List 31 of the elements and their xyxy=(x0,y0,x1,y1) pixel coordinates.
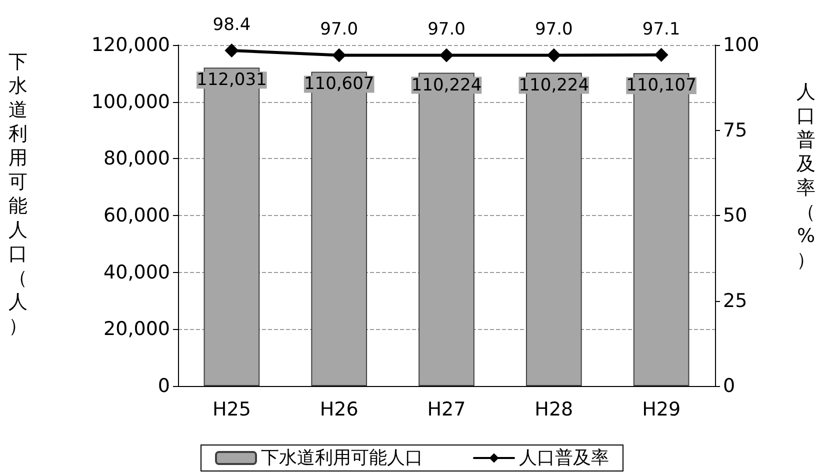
y2-tick-label: 100 xyxy=(723,34,760,56)
y2-axis-title: 人口普及率（%） xyxy=(796,80,816,272)
y-tick-label: 120,000 xyxy=(91,34,170,56)
y-tick-label: 0 xyxy=(158,375,170,397)
y2-tick-label: 0 xyxy=(723,375,736,397)
data-label: 110,607 xyxy=(304,74,374,94)
x-tick-label: H27 xyxy=(427,398,466,420)
data-label: 112,031 xyxy=(196,70,267,90)
x-tick-label: H26 xyxy=(320,398,358,420)
y2-tick-label: 75 xyxy=(723,119,748,142)
y2-tick-label: 25 xyxy=(723,290,748,312)
data-label: 97.1 xyxy=(642,19,680,40)
x-tick-label: H29 xyxy=(642,398,681,420)
text: 下水道利用可能人口（人） xyxy=(8,51,28,337)
y-tick-label: 40,000 xyxy=(104,261,170,284)
data-label: 97.0 xyxy=(320,20,358,40)
legend-label: 下水道利用可能人口 xyxy=(261,448,423,468)
data-label: 110,224 xyxy=(518,75,590,96)
legend-label: 人口普及率 xyxy=(519,448,609,468)
y-tick-label: 60,000 xyxy=(104,204,170,226)
x-tick-label: H25 xyxy=(212,398,251,420)
data-label: 110,224 xyxy=(411,75,482,96)
y-tick-label: 100,000 xyxy=(91,90,170,113)
data-label: 110,107 xyxy=(626,76,696,96)
data-label: 97.0 xyxy=(428,20,466,40)
y-tick-label: 80,000 xyxy=(104,148,170,170)
y-tick-label: 20,000 xyxy=(104,318,170,340)
y2-tick-label: 50 xyxy=(723,204,748,226)
data-label: 97.0 xyxy=(534,20,573,40)
data-label: 98.4 xyxy=(212,14,251,35)
x-tick-label: H28 xyxy=(534,398,574,420)
